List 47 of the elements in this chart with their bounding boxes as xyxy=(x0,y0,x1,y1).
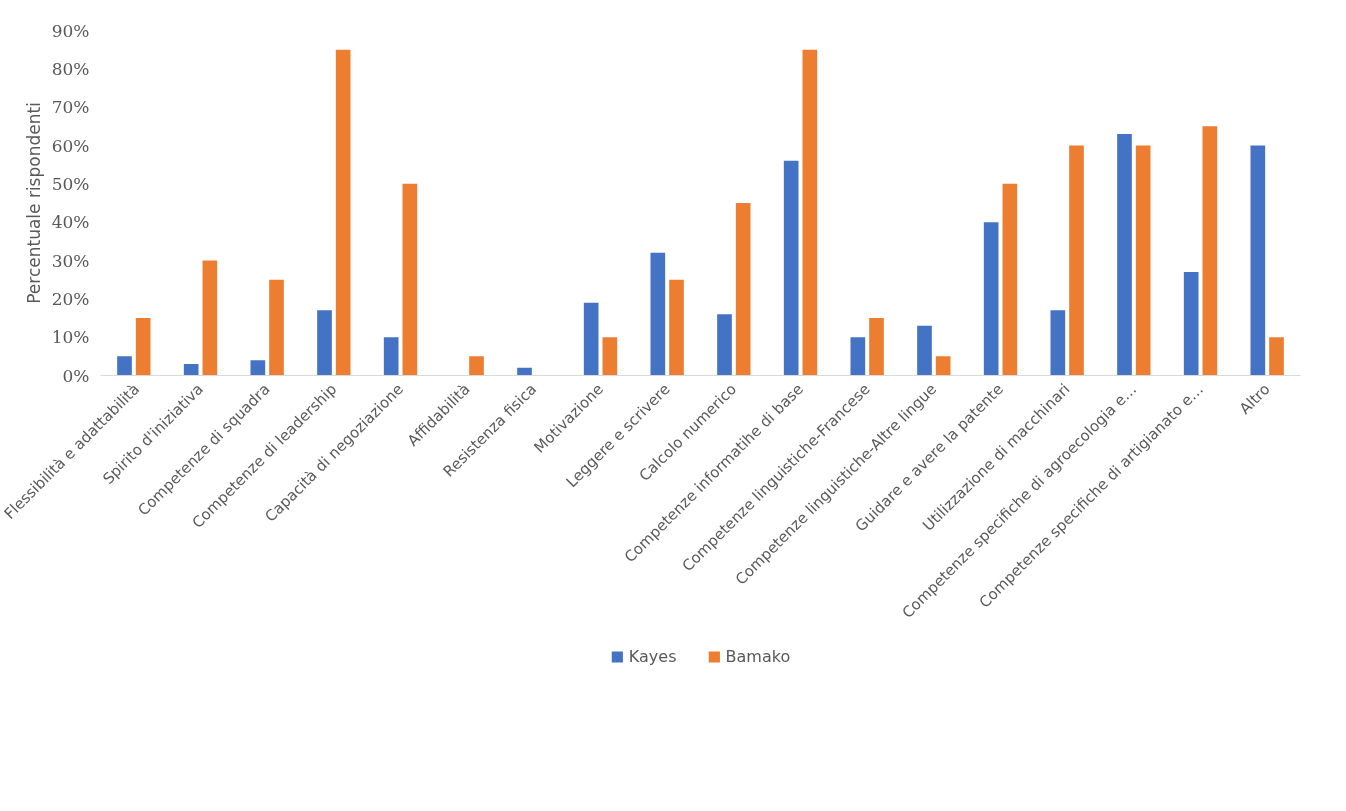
bar xyxy=(935,356,951,376)
bar xyxy=(250,360,266,376)
bar xyxy=(402,183,418,376)
y-tick-label: 60% xyxy=(51,135,90,156)
bar xyxy=(383,337,399,376)
bar xyxy=(1050,310,1066,376)
y-axis-title: Percentuale rispondenti xyxy=(23,102,44,304)
bar xyxy=(317,310,332,376)
bar xyxy=(1269,337,1284,376)
y-tick-label: 50% xyxy=(51,173,90,194)
bar xyxy=(469,356,484,376)
legend-label: Kayes xyxy=(628,646,677,666)
bar xyxy=(1202,126,1218,376)
bar xyxy=(583,302,599,376)
bar xyxy=(917,325,932,376)
bar xyxy=(517,367,532,376)
bar xyxy=(1117,134,1132,376)
bar xyxy=(802,49,818,376)
y-tick-label: 20% xyxy=(51,288,90,309)
bar xyxy=(183,364,199,376)
bar xyxy=(650,252,666,376)
bar xyxy=(1183,272,1199,376)
bar xyxy=(669,279,684,376)
y-tick-label: 40% xyxy=(51,212,90,233)
bar xyxy=(269,279,284,376)
bar xyxy=(135,318,151,376)
y-tick-label: 10% xyxy=(51,327,90,348)
bar xyxy=(735,203,751,376)
y-tick-label: 90% xyxy=(51,20,90,41)
bar xyxy=(983,222,999,376)
bar xyxy=(602,337,618,376)
bar xyxy=(202,260,218,376)
bar xyxy=(1002,183,1018,376)
y-tick-label: 80% xyxy=(51,58,90,79)
bar xyxy=(783,160,799,376)
bar xyxy=(1250,145,1266,376)
bar xyxy=(850,337,866,376)
y-tick-label: 70% xyxy=(51,97,90,118)
legend-label: Bamako xyxy=(725,646,791,666)
bar xyxy=(869,318,884,376)
bar xyxy=(117,356,132,376)
bar xyxy=(717,314,732,376)
bar xyxy=(1135,145,1151,376)
y-tick-label: 0% xyxy=(62,365,90,386)
bar xyxy=(1069,145,1084,376)
y-tick-label: 30% xyxy=(51,250,90,271)
bar xyxy=(335,49,351,376)
